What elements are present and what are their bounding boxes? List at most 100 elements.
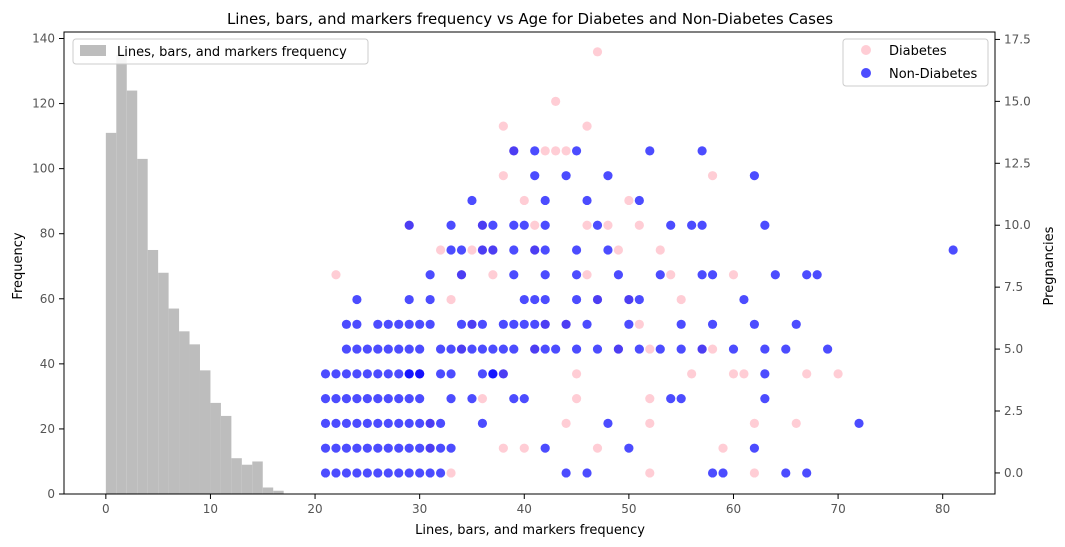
scatter-point-non-diabetes — [509, 146, 519, 156]
scatter-point-non-diabetes — [373, 443, 383, 453]
scatter-point-non-diabetes — [362, 443, 372, 453]
legend-marker-non-diabetes — [861, 68, 871, 78]
scatter-point-non-diabetes — [519, 220, 529, 230]
scatter-point-diabetes — [561, 146, 571, 156]
scatter-point-diabetes — [331, 270, 341, 280]
scatter-point-non-diabetes — [331, 394, 341, 404]
scatter-point-non-diabetes — [446, 344, 456, 354]
x-tick-label: 0 — [102, 502, 110, 516]
y-tick-label-right: 10.0 — [1004, 218, 1031, 232]
x-tick-label: 70 — [830, 502, 845, 516]
scatter-point-non-diabetes — [530, 344, 540, 354]
histogram-bar — [262, 487, 274, 494]
scatter-point-non-diabetes — [404, 319, 414, 329]
scatter-point-non-diabetes — [320, 369, 331, 379]
scatter-point-non-diabetes — [373, 344, 383, 354]
scatter-point-non-diabetes — [341, 468, 352, 478]
scatter-point-diabetes — [467, 245, 477, 255]
scatter-point-diabetes — [624, 195, 634, 206]
scatter-point-non-diabetes — [561, 171, 571, 181]
y-tick-label-right: 7.5 — [1004, 280, 1023, 294]
histogram-legend-box — [72, 38, 369, 65]
scatter-point-non-diabetes — [477, 369, 488, 379]
scatter-point-non-diabetes — [571, 344, 582, 354]
histogram-bar — [168, 308, 180, 494]
scatter-point-non-diabetes — [362, 369, 372, 379]
scatter-point-non-diabetes — [394, 319, 404, 329]
histogram-bar — [105, 132, 117, 494]
scatter-point-non-diabetes — [394, 468, 404, 478]
scatter-point-non-diabetes — [404, 369, 414, 379]
scatter-point-non-diabetes — [687, 220, 697, 230]
scatter-point-non-diabetes — [362, 418, 372, 428]
scatter-point-non-diabetes — [352, 394, 362, 404]
scatter-point-non-diabetes — [331, 443, 341, 453]
scatter-point-non-diabetes — [435, 443, 446, 453]
scatter-point-non-diabetes — [728, 344, 739, 354]
scatter-point-non-diabetes — [435, 418, 446, 428]
scatter-point-diabetes — [645, 394, 655, 404]
histogram-bar — [126, 90, 138, 494]
scatter-point-non-diabetes — [394, 344, 404, 354]
scatter-point-non-diabetes — [404, 344, 414, 354]
scatter-point-non-diabetes — [477, 418, 488, 428]
scatter-point-non-diabetes — [707, 319, 718, 329]
scatter-point-non-diabetes — [551, 344, 561, 354]
scatter-point-non-diabetes — [341, 443, 352, 453]
scatter-point-non-diabetes — [540, 195, 550, 206]
scatter-point-non-diabetes — [760, 369, 770, 379]
y-tick-label-right: 2.5 — [1004, 404, 1023, 418]
scatter-point-non-diabetes — [697, 344, 707, 354]
scatter-point-non-diabetes — [477, 220, 488, 230]
scatter-point-non-diabetes — [530, 171, 540, 181]
scatter-point-non-diabetes — [488, 245, 498, 255]
scatter-point-non-diabetes — [530, 245, 540, 255]
scatter-point-diabetes — [728, 369, 739, 379]
scatter-point-non-diabetes — [456, 319, 467, 329]
scatter-point-non-diabetes — [425, 443, 435, 453]
scatter-point-diabetes — [802, 369, 812, 379]
scatter-point-non-diabetes — [718, 468, 728, 478]
scatter-point-non-diabetes — [561, 468, 571, 478]
scatter-point-non-diabetes — [383, 319, 393, 329]
scatter-point-non-diabetes — [373, 394, 383, 404]
scatter-point-non-diabetes — [530, 146, 540, 156]
scatter-point-non-diabetes — [592, 220, 603, 230]
scatter-point-non-diabetes — [352, 468, 362, 478]
scatter-point-non-diabetes — [760, 344, 770, 354]
legend-label-diabetes: Diabetes — [889, 44, 947, 59]
scatter-point-non-diabetes — [509, 344, 519, 354]
scatter-point-non-diabetes — [425, 294, 435, 305]
scatter-point-diabetes — [749, 418, 760, 428]
histogram-bar — [252, 461, 263, 494]
scatter-point-non-diabetes — [362, 394, 372, 404]
scatter-point-diabetes — [477, 394, 488, 404]
scatter-point-non-diabetes — [456, 270, 467, 280]
scatter-point-diabetes — [613, 245, 624, 255]
scatter-point-non-diabetes — [435, 344, 446, 354]
scatter-point-diabetes — [519, 443, 529, 453]
histogram-bar — [210, 402, 221, 494]
scatter-point-non-diabetes — [331, 468, 341, 478]
y-tick-label-right: 15.0 — [1004, 94, 1031, 108]
scatter-point-non-diabetes — [446, 245, 456, 255]
scatter-point-non-diabetes — [582, 319, 592, 329]
scatter-point-non-diabetes — [603, 171, 613, 181]
scatter-point-non-diabetes — [749, 443, 760, 453]
scatter-point-non-diabetes — [446, 443, 456, 453]
scatter-point-diabetes — [540, 146, 550, 156]
scatter-point-non-diabetes — [582, 195, 592, 206]
scatter-point-non-diabetes — [854, 418, 864, 428]
scatter-point-non-diabetes — [488, 344, 498, 354]
scatter-point-diabetes — [582, 270, 592, 280]
scatter-point-non-diabetes — [320, 418, 331, 428]
y-axis-label-left: Frequency — [11, 232, 26, 299]
scatter-point-non-diabetes — [760, 394, 770, 404]
scatter-point-non-diabetes — [540, 270, 550, 280]
scatter-legend-box — [842, 38, 989, 87]
scatter-point-non-diabetes — [749, 319, 760, 329]
chart-title: Lines, bars, and markers frequency vs Ag… — [227, 10, 833, 28]
scatter-point-non-diabetes — [791, 319, 801, 329]
histogram-bar — [220, 415, 232, 494]
scatter-point-diabetes — [645, 418, 655, 428]
